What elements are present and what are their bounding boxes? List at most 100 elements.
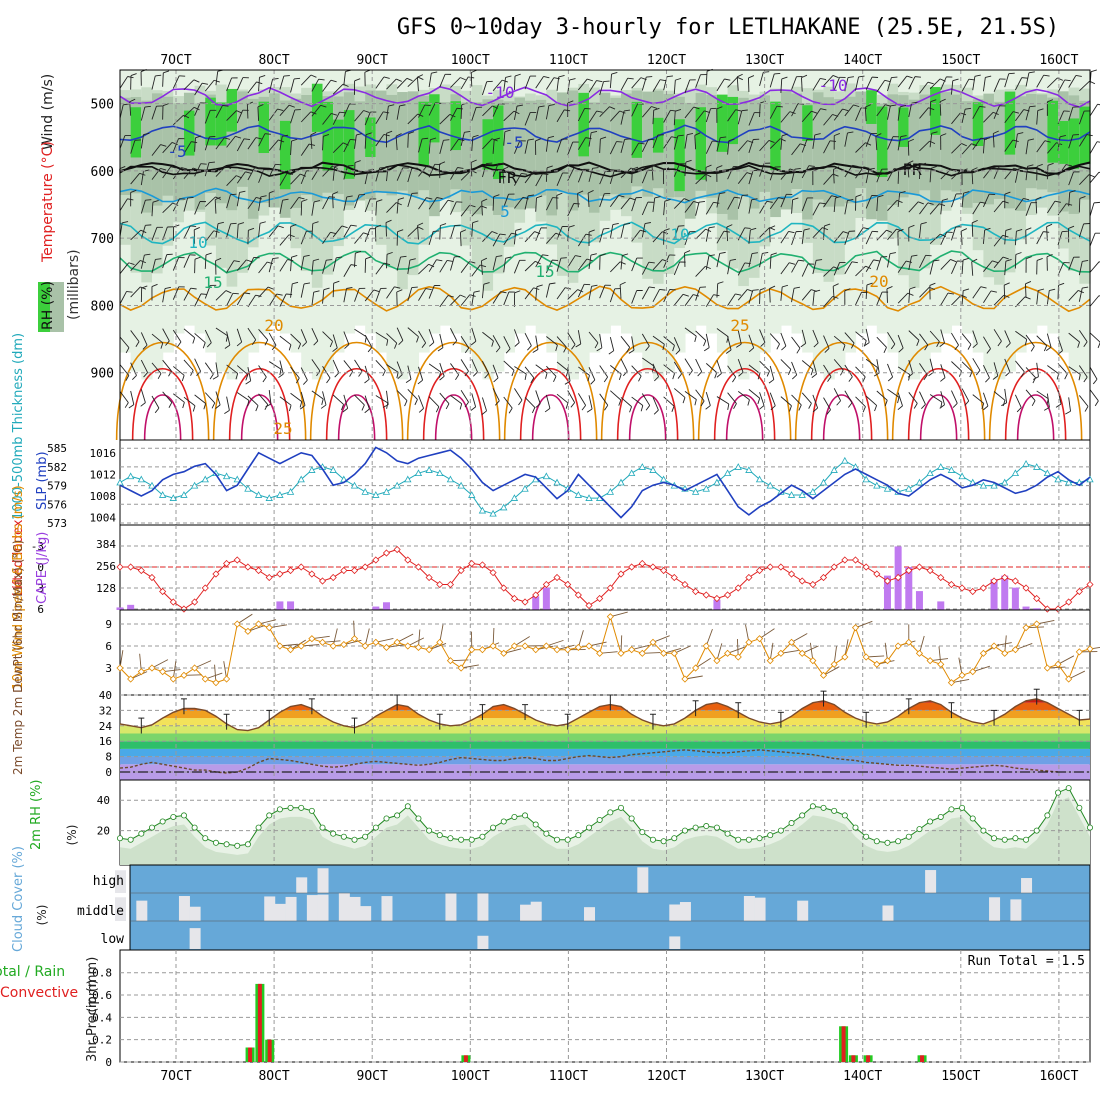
li-point [915, 563, 924, 571]
temperature-contour [119, 164, 1091, 178]
cloud-cover-cell [882, 905, 894, 921]
wind-barb [1068, 366, 1081, 375]
wind-barb-flag [400, 255, 407, 258]
wind-barb-flag [626, 347, 631, 353]
wind-barb [993, 165, 1000, 179]
cape-bar [990, 579, 998, 610]
diurnal-contour [1004, 367, 1067, 441]
cloud-ytick: high [93, 874, 124, 889]
run-total-annotation: Run Total = 1.5 [968, 954, 1085, 969]
li-point [169, 598, 177, 606]
cloud-cover-cell [338, 893, 350, 921]
contour-label: -10 [819, 76, 848, 95]
wind-barb [375, 395, 388, 404]
wind-barb-flag [396, 372, 399, 379]
wind-barb-flag [1064, 79, 1071, 82]
wind-barb [300, 329, 308, 343]
wind-barb [226, 331, 231, 346]
wind-barb [599, 365, 608, 378]
wind-barb [972, 330, 978, 344]
wind-barb [140, 332, 148, 346]
wind-barb-flag [236, 341, 242, 347]
wind-barb-flag [332, 191, 339, 195]
wind-barb-flag [751, 252, 758, 255]
diurnal-contour [228, 367, 291, 441]
wind-barb-flag [1084, 406, 1089, 412]
wind-barb-flag [192, 405, 196, 412]
thickness-point [627, 469, 636, 477]
wind10m-barb [588, 641, 607, 647]
wind-barb [759, 163, 765, 177]
bottom-xtick: 14OCT [843, 1069, 882, 1084]
wind-barb [460, 132, 465, 147]
li-point [255, 566, 263, 575]
thickness-point [478, 506, 487, 514]
wind-barb-flag [813, 342, 819, 348]
wind-barb [673, 163, 680, 177]
wind-barb [172, 286, 180, 300]
wind-barb-flag [793, 286, 800, 289]
wind-barb-flag [421, 342, 427, 348]
wind-barb-flag [202, 342, 206, 349]
upper-legend-rh: RH (%) [40, 281, 56, 330]
li-point [958, 584, 966, 592]
wind-barb [759, 103, 761, 118]
wind-barb-flag [260, 195, 267, 198]
wind-barb-flag [725, 349, 732, 354]
wind-barb-flag [553, 376, 557, 382]
li-point [926, 566, 934, 575]
li-point [148, 573, 156, 582]
wind-barb [1078, 223, 1085, 238]
cloud-cover-cell [274, 903, 286, 921]
rh-shade-saturated [972, 102, 985, 147]
wind-barb [876, 359, 880, 374]
wind-barb [823, 173, 834, 185]
wind-barb-flag [394, 342, 398, 349]
wind-barb [865, 169, 870, 184]
wind-barb [609, 141, 617, 155]
rh-shade-high [972, 99, 985, 204]
li-point [478, 561, 486, 569]
thickness-ytick: 579 [47, 480, 67, 493]
wind-barb-flag [963, 191, 970, 194]
rh2m-point [692, 824, 699, 831]
wind-barb-flag [614, 169, 621, 171]
wind-barb [492, 335, 501, 348]
wind-barb [481, 201, 483, 216]
wind-barb [610, 261, 621, 273]
wind-barb-flag [264, 133, 271, 135]
wind-barb [876, 390, 888, 401]
contour-label: 25 [730, 316, 749, 335]
wind-barb [172, 167, 182, 180]
wind-barb [588, 132, 592, 147]
thickness-point [617, 478, 625, 486]
li-point [372, 556, 380, 564]
wind-barb-flag [632, 166, 639, 170]
wind-barb [226, 175, 237, 187]
rh-shade-high [215, 102, 228, 204]
wind-barb-flag [835, 195, 842, 199]
li-point [436, 580, 444, 589]
wind-barb [1014, 133, 1018, 148]
wind-barb-flag [820, 78, 827, 80]
wind-barb [855, 331, 867, 341]
wind-barb-flag [536, 284, 543, 288]
wind-barb [332, 166, 336, 181]
rh-shade-saturated [727, 96, 739, 145]
wind-barb [513, 140, 521, 154]
wind-barb [652, 231, 663, 243]
temp-band [120, 756, 1090, 765]
rh2m-point [1055, 789, 1062, 796]
wind-barb [641, 333, 650, 347]
wind-barb-flag [257, 103, 264, 108]
wind-barb-flag [336, 256, 343, 259]
wind-barb-flag [766, 200, 773, 203]
wind-barb-flag [1082, 286, 1089, 289]
wind-barb [833, 169, 835, 184]
wind10m-barb [332, 628, 338, 647]
li-point [1054, 605, 1062, 613]
wind-barb [492, 163, 499, 177]
rh-shade-high [471, 102, 484, 215]
li-point [990, 577, 998, 585]
wind-barb-flag [705, 173, 712, 178]
